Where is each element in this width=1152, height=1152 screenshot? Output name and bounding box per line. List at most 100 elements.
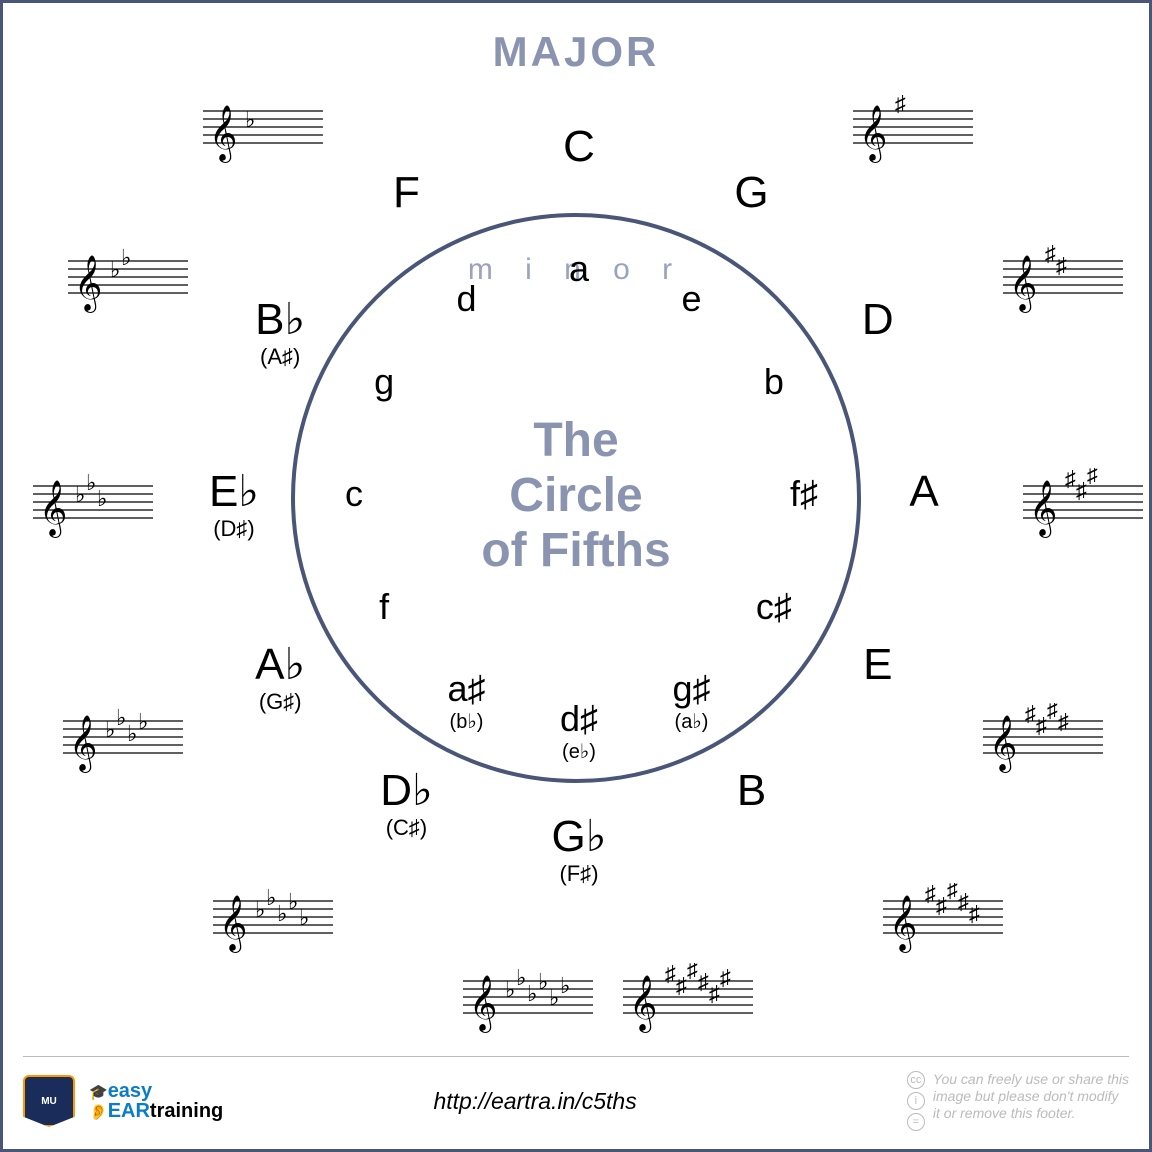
- major-key-F: F: [347, 171, 467, 215]
- key-signature-staff: 𝄞 ♯♯: [1003, 243, 1123, 313]
- major-key-Gb: G♭(F♯): [519, 815, 639, 887]
- svg-text:♭: ♭: [105, 717, 115, 742]
- svg-text:♯: ♯: [1036, 713, 1047, 738]
- svg-text:♯: ♯: [720, 965, 731, 990]
- svg-text:♯: ♯: [687, 963, 698, 982]
- circle-of-fifths-diagram: MAJOR m i n o r The Circle of Fifths CaG…: [3, 3, 1149, 1149]
- minor-key-as: a♯(b♭): [417, 671, 517, 734]
- svg-text:♯: ♯: [665, 963, 676, 986]
- key-signature-staff: 𝄞 ♭♭: [68, 243, 188, 313]
- svg-text:𝄞: 𝄞: [629, 976, 657, 1033]
- footer: MU 🎓easy 👂EARtraining http://eartra.in/c…: [23, 1056, 1129, 1131]
- major-key-Eb: E♭(D♯): [174, 470, 294, 542]
- svg-text:♭: ♭: [138, 709, 148, 734]
- svg-text:♯: ♯: [1045, 243, 1056, 266]
- svg-text:♭: ♭: [86, 470, 96, 495]
- nd-icon: =: [907, 1113, 925, 1131]
- svg-text:𝄞: 𝄞: [1029, 481, 1057, 538]
- minor-key-gs: g♯(a♭): [642, 671, 742, 734]
- svg-text:♭: ♭: [116, 705, 126, 730]
- minor-key-g: g: [334, 364, 434, 400]
- svg-text:♯: ♯: [1058, 709, 1069, 734]
- grad-cap-icon: 🎓: [89, 1084, 108, 1101]
- svg-text:𝄞: 𝄞: [469, 976, 497, 1033]
- svg-text:♯: ♯: [947, 883, 958, 902]
- svg-text:♭: ♭: [527, 981, 537, 1006]
- major-key-C: C: [519, 125, 639, 169]
- svg-text:♯: ♯: [895, 93, 906, 116]
- svg-text:♯: ♯: [1047, 703, 1058, 722]
- svg-text:♯: ♯: [936, 893, 947, 918]
- svg-text:♭: ♭: [277, 901, 287, 926]
- major-key-E: E: [818, 643, 938, 687]
- key-signature-staff: 𝄞♯: [853, 93, 973, 163]
- key-signature-staff: 𝄞♭♭♭♭: [63, 703, 183, 773]
- svg-text:♯: ♯: [1056, 253, 1067, 278]
- svg-text:♭: ♭: [110, 257, 120, 282]
- svg-text:♭: ♭: [121, 245, 131, 270]
- footer-license: cc i = You can freely use or share this …: [907, 1071, 1129, 1131]
- key-signature-staff: 𝄞♯♯♯♯♯♯: [623, 963, 753, 1033]
- minor-key-d: d: [417, 281, 517, 317]
- svg-text:♯: ♯: [1076, 478, 1087, 503]
- footer-url: http://eartra.in/c5ths: [433, 1088, 696, 1115]
- svg-text:𝄞: 𝄞: [989, 716, 1017, 773]
- major-key-G: G: [692, 171, 812, 215]
- svg-text:𝄞: 𝄞: [1009, 256, 1037, 313]
- svg-text:♭: ♭: [75, 482, 85, 507]
- svg-text:♭: ♭: [560, 973, 570, 998]
- svg-text:♯: ♯: [1025, 703, 1036, 726]
- svg-text:♯: ♯: [969, 901, 980, 926]
- logo-musical-u: MU: [23, 1075, 75, 1127]
- key-signature-staff: 𝄞♭♭♭♭♭♭: [463, 963, 593, 1033]
- key-signature-staff: 𝄞♯♯♯: [1023, 468, 1143, 538]
- svg-text:♯: ♯: [925, 883, 936, 906]
- svg-text:𝄞: 𝄞: [209, 106, 237, 163]
- major-key-Ab: A♭(G♯): [220, 643, 340, 715]
- svg-text:♭: ♭: [245, 107, 255, 132]
- key-signature-staff: 𝄞♭♭♭♭♭: [213, 883, 333, 953]
- svg-text:♯: ♯: [676, 973, 687, 998]
- key-signature-staff: 𝄞♯♯♯♯♯: [883, 883, 1003, 953]
- key-signature-staff: 𝄞♭♭♭: [33, 468, 153, 538]
- center-title: The Circle of Fifths: [446, 413, 706, 579]
- svg-text:♭: ♭: [288, 889, 298, 914]
- svg-text:𝄞: 𝄞: [69, 716, 97, 773]
- svg-text:𝄞: 𝄞: [39, 481, 67, 538]
- footer-logos: MU 🎓easy 👂EARtraining: [23, 1075, 223, 1127]
- svg-text:♯: ♯: [709, 981, 720, 1006]
- major-key-B: B: [692, 769, 812, 813]
- major-title: MAJOR: [493, 28, 660, 76]
- svg-text:𝄞: 𝄞: [74, 256, 102, 313]
- svg-text:♭: ♭: [505, 977, 515, 1002]
- minor-key-ds: d♯(e♭): [529, 701, 629, 764]
- logo-easy-ear-training: 🎓easy 👂EARtraining: [89, 1081, 223, 1121]
- svg-text:♯: ♯: [1087, 468, 1098, 487]
- svg-text:♯: ♯: [958, 889, 969, 914]
- major-key-Bb: B♭(A♯): [220, 298, 340, 370]
- svg-text:𝄞: 𝄞: [859, 106, 887, 163]
- key-signature-staff: 𝄞♭: [203, 93, 323, 163]
- svg-text:♭: ♭: [97, 486, 107, 511]
- minor-key-b: b: [724, 364, 824, 400]
- svg-text:♭: ♭: [549, 985, 559, 1010]
- minor-key-a: a: [529, 251, 629, 287]
- svg-text:♯: ♯: [698, 969, 709, 994]
- major-key-A: A: [864, 470, 984, 514]
- minor-key-e: e: [642, 281, 742, 317]
- by-icon: i: [907, 1092, 925, 1110]
- cc-icon: cc: [907, 1071, 925, 1089]
- minor-key-cs: c♯: [724, 589, 824, 625]
- major-key-D: D: [818, 298, 938, 342]
- svg-text:♭: ♭: [516, 965, 526, 990]
- svg-text:♯: ♯: [1065, 468, 1076, 491]
- svg-text:♭: ♭: [266, 885, 276, 910]
- ear-icon: 👂: [89, 1104, 108, 1121]
- svg-text:𝄞: 𝄞: [889, 896, 917, 953]
- minor-key-fs: f♯: [754, 476, 854, 512]
- svg-text:𝄞: 𝄞: [219, 896, 247, 953]
- svg-text:♭: ♭: [127, 721, 137, 746]
- svg-text:♭: ♭: [538, 969, 548, 994]
- minor-key-c: c: [304, 476, 404, 512]
- major-key-Db: D♭(C♯): [347, 769, 467, 841]
